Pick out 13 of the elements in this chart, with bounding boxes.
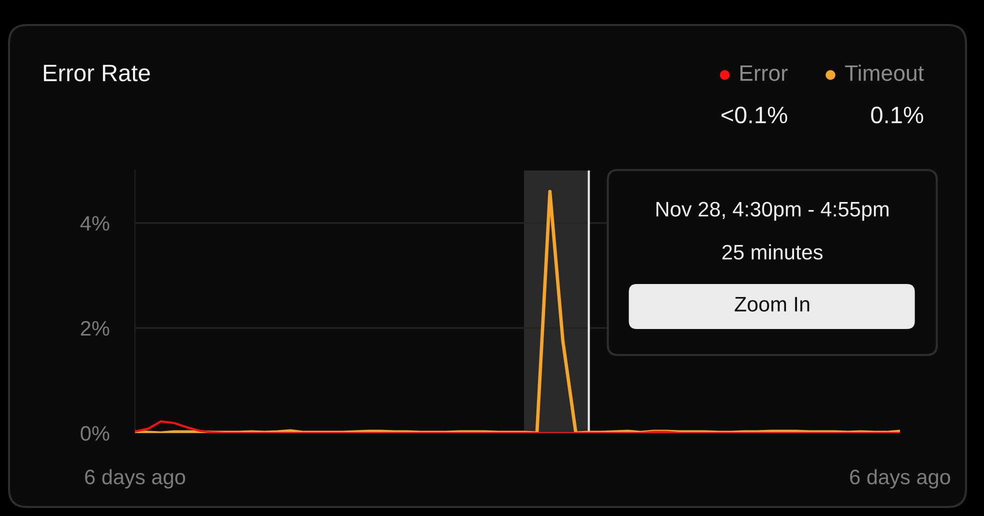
chart-title: Error Rate [44, 64, 150, 82]
text: <0.1% [722, 106, 788, 124]
text: 0.1% [871, 106, 924, 124]
annotation: Zoom In [734, 297, 810, 312]
x-tick-label: 6 days ago [85, 469, 186, 489]
y-tick-label: 2% [80, 321, 110, 336]
x-tick-label: 6 days ago [850, 469, 950, 489]
y-tick-label: 4% [80, 216, 110, 231]
y-tick-label: 0% [80, 426, 110, 441]
annotation: Nov 28, 4:30pm - 4:55pm [656, 202, 888, 221]
annotation: 25 minutes [722, 244, 823, 260]
legend-label: Error [740, 65, 788, 81]
legend-label: Timeout [845, 64, 924, 81]
